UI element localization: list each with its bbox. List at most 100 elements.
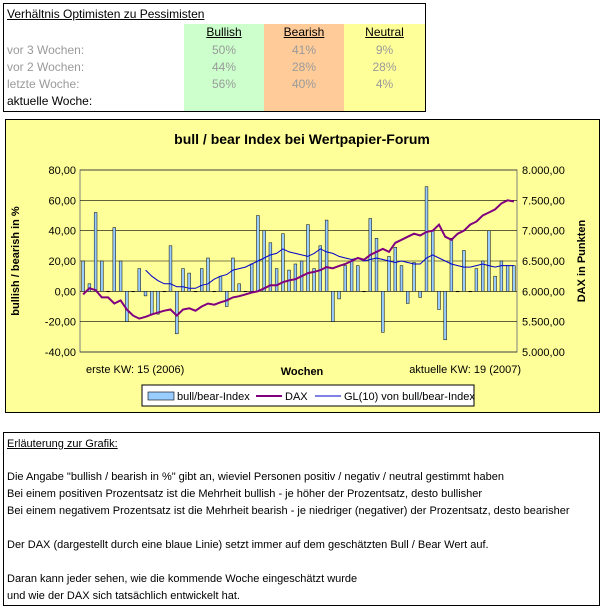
explanation-line: Bei einem negativem Prozentsatz ist die … <box>7 505 570 517</box>
bar <box>381 291 385 333</box>
bar <box>512 265 516 292</box>
bar <box>412 262 416 292</box>
y-tick-label: 40,00 <box>48 226 76 238</box>
dax-line <box>82 199 515 320</box>
x-start-label: erste KW: 15 (2006) <box>86 364 184 376</box>
bar <box>193 291 198 293</box>
bar <box>399 265 404 292</box>
legend-label: DAX <box>285 391 308 403</box>
bar <box>343 265 347 292</box>
bar <box>337 291 341 300</box>
explanation-line: und wie der DAX sich tatsächlich entwick… <box>7 590 240 602</box>
bar <box>131 291 135 293</box>
y2-tick-label: 7.500,00 <box>522 195 565 207</box>
bar <box>243 291 248 293</box>
bar <box>137 268 141 292</box>
header-neutral: Neutral <box>365 25 404 39</box>
y-tick-label: 80,00 <box>48 165 76 177</box>
bar <box>462 250 466 292</box>
cell-bearish: 41% <box>291 43 317 57</box>
x-axis-label: Wochen <box>281 366 324 378</box>
bar <box>393 247 397 292</box>
bar <box>218 275 223 292</box>
bar <box>387 256 391 292</box>
bar <box>187 272 191 292</box>
bar <box>418 291 422 298</box>
y2-tick-label: 5.000,00 <box>522 347 565 359</box>
bar <box>331 291 335 322</box>
bullish-column <box>184 24 264 111</box>
bar <box>443 291 447 341</box>
explanation-line: Daran kann jeder sehen, wie die kommende… <box>7 573 358 585</box>
bar <box>81 260 85 292</box>
cell-bearish: 28% <box>291 60 317 74</box>
row-label: aktuelle Woche: <box>7 94 93 108</box>
bull-bear-chart: bull / bear Index bei Wertpapier-Forum 8… <box>10 131 588 407</box>
y2-tick-label: 6.500,00 <box>522 256 565 268</box>
bar <box>100 260 104 292</box>
bar <box>487 230 491 292</box>
bar <box>231 257 235 292</box>
y-tick-label: 0,00 <box>55 286 76 298</box>
explanation-box: Erläuterung zur Grafik: Die Angabe "bull… <box>3 432 600 606</box>
legend-box <box>141 384 475 407</box>
header-bullish: Bullish <box>206 25 242 39</box>
legend: bull/bear-Index DAX GL(10) von bull/bear… <box>141 384 475 407</box>
bar <box>143 291 148 297</box>
bar <box>118 260 123 292</box>
bar <box>200 268 204 292</box>
bar <box>168 245 173 292</box>
bar <box>499 260 504 292</box>
cell-bullish: 44% <box>211 60 237 74</box>
bar <box>505 265 510 292</box>
bar <box>474 268 479 292</box>
bar <box>162 291 166 293</box>
bar <box>212 291 216 293</box>
bar <box>312 268 316 292</box>
row-label: vor 2 Wochen: <box>7 60 85 74</box>
y-tick-label: -20,00 <box>45 317 76 329</box>
cell-bullish: 56% <box>211 77 237 91</box>
sentiment-table: Verhältnis Optimisten zu Pessimisten Bul… <box>3 3 426 112</box>
bar <box>181 268 185 292</box>
bar <box>481 260 485 292</box>
bar <box>281 233 285 292</box>
bar <box>306 224 310 292</box>
explanation-line: Bei einem positiven Prozentsatz ist die … <box>7 488 483 500</box>
y-tick-label: 60,00 <box>48 195 76 207</box>
bar <box>493 275 497 292</box>
line-series <box>82 199 515 320</box>
legend-label: GL(10) von bull/bear-Index <box>344 391 475 403</box>
bar <box>175 291 179 335</box>
y2-tick-label: 8.000,00 <box>522 165 565 177</box>
y2-tick-label: 7.000,00 <box>522 226 565 238</box>
cell-neutral: 4% <box>375 77 394 91</box>
bar <box>318 245 322 292</box>
table-title: Verhältnis Optimisten zu Pessimisten <box>7 7 205 21</box>
bar <box>274 268 279 292</box>
chart-area: bull / bear Index bei Wertpapier-Forum 8… <box>5 119 600 413</box>
bar <box>262 230 266 292</box>
legend-label: bull/bear-Index <box>177 391 250 403</box>
y2-axis-label: DAX in Punkten <box>576 219 588 302</box>
bar <box>431 230 435 292</box>
y-tick-label: 20,00 <box>48 256 76 268</box>
cell-bullish: 50% <box>211 43 237 57</box>
bar <box>468 291 472 293</box>
bar <box>106 291 110 293</box>
bar <box>456 291 460 293</box>
cell-neutral: 9% <box>375 43 394 57</box>
y2-tick-label: 6.000,00 <box>522 286 565 298</box>
bar <box>449 238 454 292</box>
bar <box>437 291 441 310</box>
chart-title: bull / bear Index bei Wertpapier-Forum <box>174 131 430 147</box>
bar <box>206 257 210 292</box>
row-label: letzte Woche: <box>7 77 80 91</box>
bar <box>237 283 241 292</box>
y2-tick-label: 5.500,00 <box>522 317 565 329</box>
bearish-column <box>264 24 344 111</box>
header-bearish: Bearish <box>283 25 325 39</box>
bar <box>349 260 354 292</box>
bar <box>250 263 254 292</box>
neutral-column <box>344 24 425 111</box>
